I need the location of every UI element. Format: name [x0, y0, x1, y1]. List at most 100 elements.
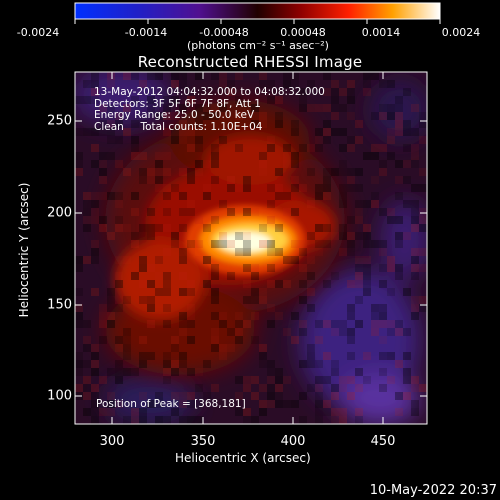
noise-pixel: [387, 216, 395, 224]
noise-pixel: [131, 416, 139, 424]
noise-pixel: [363, 224, 371, 232]
noise-pixel: [355, 320, 363, 328]
noise-pixel: [363, 80, 371, 88]
noise-pixel: [179, 392, 187, 400]
noise-pixel: [171, 232, 179, 240]
noise-pixel: [419, 248, 427, 256]
noise-pixel: [163, 368, 171, 376]
noise-pixel: [123, 224, 131, 232]
noise-pixel: [283, 256, 291, 264]
noise-pixel: [123, 168, 131, 176]
noise-pixel: [163, 112, 171, 120]
noise-pixel: [403, 176, 411, 184]
noise-pixel: [147, 352, 155, 360]
noise-pixel: [371, 176, 379, 184]
noise-pixel: [83, 216, 91, 224]
noise-pixel: [315, 144, 323, 152]
noise-pixel: [131, 96, 139, 104]
noise-pixel: [315, 136, 323, 144]
noise-pixel: [411, 408, 419, 416]
noise-pixel: [91, 216, 99, 224]
noise-pixel: [299, 280, 307, 288]
noise-pixel: [115, 200, 123, 208]
noise-pixel: [347, 168, 355, 176]
noise-pixel: [307, 344, 315, 352]
noise-pixel: [379, 384, 387, 392]
noise-pixel: [275, 312, 283, 320]
noise-pixel: [259, 344, 267, 352]
noise-pixel: [419, 264, 427, 272]
noise-pixel: [171, 96, 179, 104]
noise-pixel: [339, 184, 347, 192]
noise-pixel: [323, 168, 331, 176]
noise-pixel: [83, 96, 91, 104]
colorbar-gradient: [74, 2, 441, 20]
noise-pixel: [123, 352, 131, 360]
noise-pixel: [107, 120, 115, 128]
noise-pixel: [211, 160, 219, 168]
noise-pixel: [419, 112, 427, 120]
noise-pixel: [411, 264, 419, 272]
noise-pixel: [99, 336, 107, 344]
noise-pixel: [91, 72, 99, 80]
noise-pixel: [347, 376, 355, 384]
noise-pixel: [411, 152, 419, 160]
noise-pixel: [147, 320, 155, 328]
noise-pixel: [307, 232, 315, 240]
noise-pixel: [363, 352, 371, 360]
noise-pixel: [395, 360, 403, 368]
noise-pixel: [403, 352, 411, 360]
noise-pixel: [107, 408, 115, 416]
noise-pixel: [83, 408, 91, 416]
noise-pixel: [315, 240, 323, 248]
noise-pixel: [235, 408, 243, 416]
noise-pixel: [83, 224, 91, 232]
noise-pixel: [395, 408, 403, 416]
noise-pixel: [187, 248, 195, 256]
noise-pixel: [163, 416, 171, 424]
noise-pixel: [331, 328, 339, 336]
noise-pixel: [179, 320, 187, 328]
noise-pixel: [179, 312, 187, 320]
noise-pixel: [267, 136, 275, 144]
noise-pixel: [411, 296, 419, 304]
noise-pixel: [147, 96, 155, 104]
noise-pixel: [275, 112, 283, 120]
noise-pixel: [171, 344, 179, 352]
noise-pixel: [307, 360, 315, 368]
noise-pixel: [107, 400, 115, 408]
noise-pixel: [163, 208, 171, 216]
noise-pixel: [195, 216, 203, 224]
noise-pixel: [379, 352, 387, 360]
noise-pixel: [339, 408, 347, 416]
noise-pixel: [139, 296, 147, 304]
noise-pixel: [267, 248, 275, 256]
noise-pixel: [195, 168, 203, 176]
noise-pixel: [323, 184, 331, 192]
noise-pixel: [99, 192, 107, 200]
noise-pixel: [379, 320, 387, 328]
noise-pixel: [171, 184, 179, 192]
y-axis-label: Heliocentric Y (arcsec): [17, 182, 31, 318]
noise-pixel: [315, 376, 323, 384]
noise-pixel: [179, 288, 187, 296]
noise-pixel: [203, 160, 211, 168]
noise-pixel: [331, 232, 339, 240]
noise-pixel: [379, 168, 387, 176]
noise-pixel: [347, 352, 355, 360]
noise-pixel: [163, 360, 171, 368]
noise-pixel: [123, 328, 131, 336]
noise-pixel: [147, 224, 155, 232]
noise-pixel: [251, 104, 259, 112]
noise-pixel: [83, 192, 91, 200]
noise-pixel: [107, 288, 115, 296]
noise-pixel: [107, 104, 115, 112]
noise-pixel: [139, 168, 147, 176]
noise-pixel: [187, 400, 195, 408]
noise-pixel: [339, 224, 347, 232]
noise-pixel: [91, 144, 99, 152]
noise-pixel: [147, 280, 155, 288]
noise-pixel: [363, 200, 371, 208]
noise-pixel: [347, 328, 355, 336]
noise-pixel: [419, 168, 427, 176]
